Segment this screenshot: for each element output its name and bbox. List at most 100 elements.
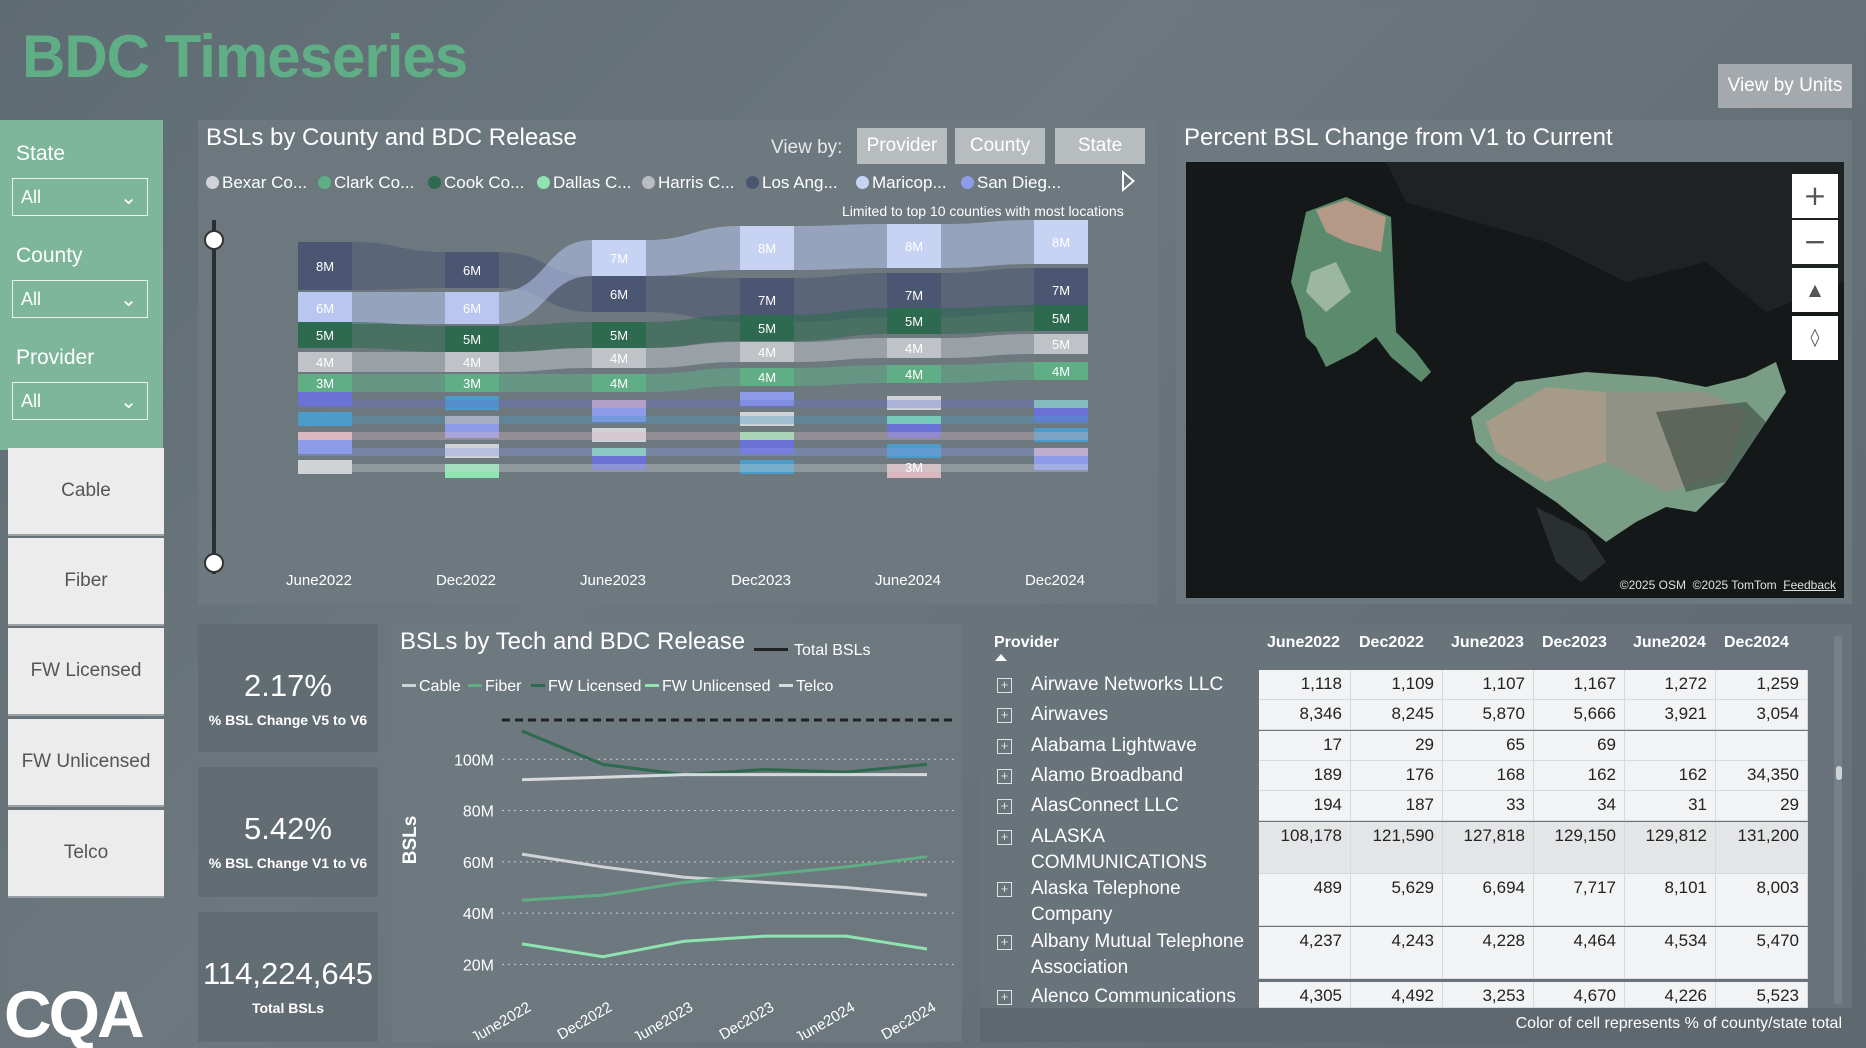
county-dropdown[interactable]: All ⌄	[12, 280, 148, 318]
provider-dropdown[interactable]: All ⌄	[12, 382, 148, 420]
range-slider-top-handle[interactable]	[204, 230, 224, 250]
county-legend-item[interactable]: Maricop...	[856, 173, 947, 193]
ribbon-bar[interactable]	[740, 368, 794, 386]
ribbon-minor-bar[interactable]	[887, 444, 941, 458]
expand-row-icon[interactable]: +	[997, 769, 1012, 784]
cable-button[interactable]: Cable	[8, 448, 164, 536]
ribbon-bar[interactable]	[592, 374, 646, 392]
county-legend-item[interactable]: Clark Co...	[318, 173, 414, 193]
column-header[interactable]: Dec2023	[1542, 634, 1607, 651]
ribbon-bar[interactable]	[1034, 268, 1088, 312]
expand-row-icon[interactable]: +	[997, 678, 1012, 693]
ribbon-bar[interactable]	[1034, 305, 1088, 331]
county-legend-item[interactable]: San Dieg...	[961, 173, 1061, 193]
choropleth-map[interactable]: + − ▲ ◊ ©2025 OSM ©2025 TomTom Feedback	[1186, 162, 1844, 598]
view-by-state-button[interactable]: State	[1055, 128, 1145, 164]
view-by-county-button[interactable]: County	[955, 128, 1045, 164]
ribbon-bar[interactable]	[445, 326, 499, 352]
ribbon-bar[interactable]	[445, 374, 499, 392]
ribbon-bar[interactable]	[298, 292, 352, 324]
ribbon-minor-bar[interactable]	[740, 440, 794, 454]
series-line[interactable]	[521, 852, 928, 897]
ribbon-minor-bar[interactable]	[887, 396, 941, 410]
range-slider-track[interactable]	[212, 220, 216, 574]
column-header[interactable]: June2023	[1451, 634, 1524, 651]
ribbon-bar[interactable]	[298, 352, 352, 372]
ribbon-minor-bar[interactable]	[445, 424, 499, 438]
expand-row-icon[interactable]: +	[997, 935, 1012, 950]
expand-row-icon[interactable]: +	[997, 990, 1012, 1005]
ribbon-minor-bar[interactable]	[1034, 456, 1088, 470]
ribbon-bar[interactable]	[298, 242, 352, 290]
ribbon-bar[interactable]	[592, 322, 646, 348]
ribbon-minor-bar[interactable]	[592, 408, 646, 422]
ribbon-minor-bar[interactable]	[740, 412, 794, 426]
column-header[interactable]: June2024	[1633, 634, 1706, 651]
tech-legend-item[interactable]: Fiber	[468, 678, 521, 696]
ribbon-bar[interactable]	[740, 278, 794, 322]
ribbon-bar[interactable]	[445, 252, 499, 288]
ribbon-minor-bar[interactable]	[298, 412, 352, 426]
column-header[interactable]: June2022	[1267, 634, 1340, 651]
ribbon-bar[interactable]	[445, 352, 499, 372]
table-scrollbar-thumb[interactable]	[1836, 766, 1842, 780]
range-slider-bottom-handle[interactable]	[204, 553, 224, 573]
legend-next-arrow-icon[interactable]	[1122, 170, 1135, 192]
ribbon-bar[interactable]	[298, 322, 352, 348]
feedback-link[interactable]: Feedback	[1783, 578, 1836, 592]
ribbon-minor-bar[interactable]	[887, 464, 941, 478]
ribbon-minor-bar[interactable]	[887, 424, 941, 438]
ribbon-minor-bar[interactable]	[592, 456, 646, 470]
view-by-units-button[interactable]: View by Units	[1718, 64, 1852, 108]
ribbon-minor-bar[interactable]	[592, 428, 646, 442]
ribbon-bar[interactable]	[1034, 334, 1088, 354]
ribbon-minor-bar[interactable]	[1034, 428, 1088, 442]
ribbon-minor-bar[interactable]	[740, 392, 794, 406]
ribbon-bar[interactable]	[740, 342, 794, 362]
compass-icon[interactable]: ◊	[1792, 316, 1838, 360]
provider-column-header[interactable]: Provider	[994, 634, 1059, 651]
fw-licensed-button[interactable]: FW Licensed	[8, 628, 164, 716]
tech-legend-item[interactable]: Telco	[779, 678, 833, 696]
ribbon-bar[interactable]	[1034, 362, 1088, 380]
ribbon-minor-bar[interactable]	[445, 444, 499, 458]
ribbon-bar[interactable]	[592, 276, 646, 312]
state-dropdown[interactable]: All ⌄	[12, 178, 148, 216]
column-header[interactable]: Dec2022	[1359, 634, 1424, 651]
fw-unlicensed-button[interactable]: FW Unlicensed	[8, 719, 164, 807]
tech-legend-item[interactable]: FW Licensed	[531, 678, 641, 696]
county-legend-item[interactable]: Dallas C...	[537, 173, 631, 193]
ribbon-minor-bar[interactable]	[445, 464, 499, 478]
fiber-button[interactable]: Fiber	[8, 538, 164, 626]
series-line[interactable]	[521, 855, 928, 902]
ribbon-bar[interactable]	[592, 348, 646, 368]
expand-row-icon[interactable]: +	[997, 830, 1012, 845]
ribbon-minor-bar[interactable]	[298, 460, 352, 474]
county-legend-item[interactable]: Harris C...	[642, 173, 735, 193]
expand-row-icon[interactable]: +	[997, 882, 1012, 897]
expand-row-icon[interactable]: +	[997, 708, 1012, 723]
tech-legend-item[interactable]: Cable	[402, 678, 461, 696]
series-line[interactable]	[521, 934, 928, 959]
ribbon-minor-bar[interactable]	[298, 440, 352, 454]
tilt-button[interactable]: ▲	[1792, 268, 1838, 312]
ribbon-bar[interactable]	[887, 365, 941, 383]
ribbon-minor-bar[interactable]	[740, 460, 794, 474]
county-legend-item[interactable]: Cook Co...	[428, 173, 524, 193]
expand-row-icon[interactable]: +	[997, 799, 1012, 814]
ribbon-bar[interactable]	[445, 292, 499, 324]
ribbon-minor-bar[interactable]	[298, 392, 352, 406]
expand-row-icon[interactable]: +	[997, 739, 1012, 754]
county-legend-item[interactable]: Los Ang...	[746, 173, 838, 193]
zoom-in-button[interactable]: +	[1792, 174, 1838, 218]
ribbon-minor-bar[interactable]	[1034, 408, 1088, 422]
ribbon-bar[interactable]	[740, 226, 794, 270]
ribbon-minor-bar[interactable]	[445, 396, 499, 410]
sort-ascending-icon[interactable]	[995, 654, 1007, 661]
table-scrollbar[interactable]	[1834, 636, 1842, 1004]
ribbon-bar[interactable]	[887, 308, 941, 334]
county-legend-item[interactable]: Bexar Co...	[206, 173, 307, 193]
ribbon-bar[interactable]	[1034, 220, 1088, 264]
column-header[interactable]: Dec2024	[1724, 634, 1789, 651]
ribbon-bar[interactable]	[740, 315, 794, 341]
